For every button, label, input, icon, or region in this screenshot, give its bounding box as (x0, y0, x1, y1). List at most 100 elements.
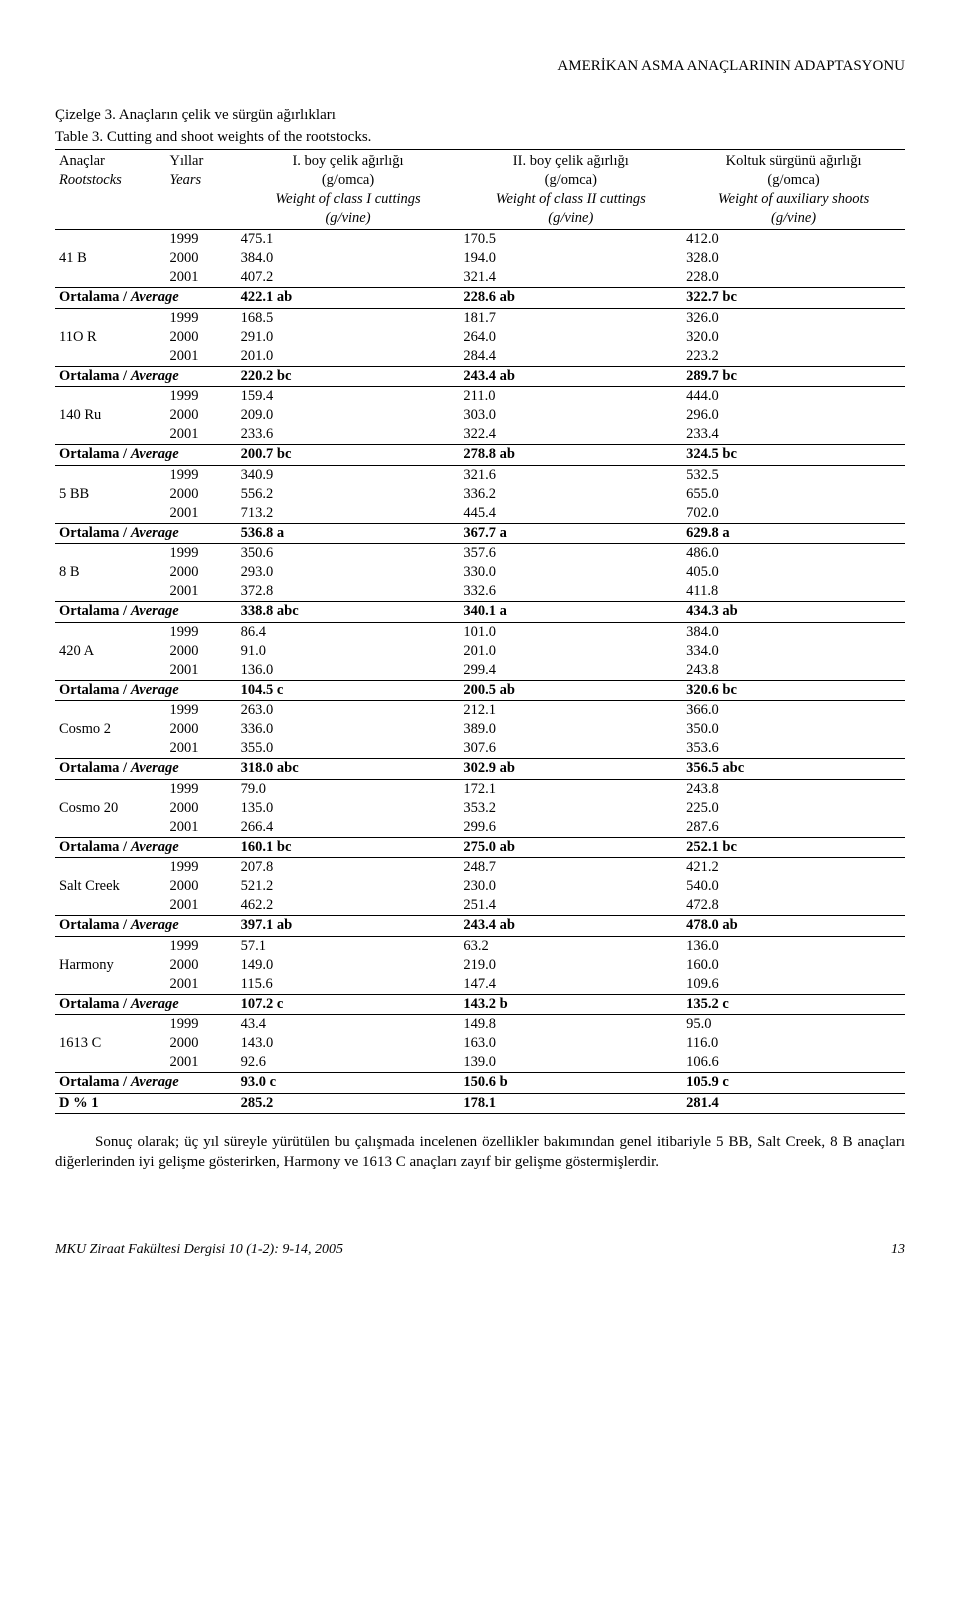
rootstock-cell: 41 B (55, 249, 166, 268)
year-cell: 2001 (166, 582, 237, 602)
average-label: Ortalama / Average (55, 680, 237, 700)
average-row: Ortalama / Average220.2 bc243.4 ab289.7 … (55, 366, 905, 386)
table-row: 2001201.0284.4223.2 (55, 347, 905, 367)
table-row: 5 BB2000556.2336.2655.0 (55, 485, 905, 504)
rootstock-cell: 420 A (55, 642, 166, 661)
year-cell: 1999 (166, 858, 237, 878)
value-cell: 353.6 (682, 739, 905, 759)
table-row: 1999263.0212.1366.0 (55, 701, 905, 721)
table-row: 199957.163.2136.0 (55, 936, 905, 956)
value-cell: 136.0 (682, 936, 905, 956)
value-cell: 95.0 (682, 1015, 905, 1035)
year-cell: 2001 (166, 818, 237, 838)
average-value: 320.6 bc (682, 680, 905, 700)
rootstock-cell: 11O R (55, 328, 166, 347)
rootstock-cell: 5 BB (55, 485, 166, 504)
value-cell: 655.0 (682, 485, 905, 504)
hdr-c2d: (g/vine) (548, 210, 593, 226)
value-cell: 357.6 (459, 544, 682, 564)
rootstock-cell (55, 622, 166, 642)
table-row: 199986.4101.0384.0 (55, 622, 905, 642)
average-label: Ortalama / Average (55, 602, 237, 622)
year-cell: 2000 (166, 956, 237, 975)
value-cell: 407.2 (237, 268, 460, 288)
value-cell: 149.8 (459, 1015, 682, 1035)
value-cell: 92.6 (237, 1053, 460, 1073)
year-cell: 2000 (166, 485, 237, 504)
value-cell: 411.8 (682, 582, 905, 602)
average-row: Ortalama / Average200.7 bc278.8 ab324.5 … (55, 445, 905, 465)
average-label: Ortalama / Average (55, 916, 237, 936)
value-cell: 233.6 (237, 425, 460, 445)
rootstock-cell: 1613 C (55, 1034, 166, 1053)
value-cell: 321.4 (459, 268, 682, 288)
average-row: Ortalama / Average104.5 c200.5 ab320.6 b… (55, 680, 905, 700)
value-cell: 248.7 (459, 858, 682, 878)
caption-en: Table 3. Cutting and shoot weights of th… (55, 127, 905, 149)
value-cell: 713.2 (237, 504, 460, 524)
table-row: 199979.0172.1243.8 (55, 779, 905, 799)
value-cell: 181.7 (459, 308, 682, 328)
hdr-c3a: Koltuk sürgünü ağırlığı (726, 153, 862, 169)
average-label: Ortalama / Average (55, 523, 237, 543)
value-cell: 170.5 (459, 230, 682, 250)
rootstock-cell: Harmony (55, 956, 166, 975)
rootstock-cell (55, 818, 166, 838)
hdr-c3d: (g/vine) (771, 210, 816, 226)
value-cell: 212.1 (459, 701, 682, 721)
table-row: Harmony2000149.0219.0160.0 (55, 956, 905, 975)
year-cell: 1999 (166, 1015, 237, 1035)
rootstock-cell (55, 230, 166, 250)
value-cell: 43.4 (237, 1015, 460, 1035)
value-cell: 421.2 (682, 858, 905, 878)
value-cell: 135.0 (237, 799, 460, 818)
year-cell: 2001 (166, 975, 237, 995)
table-row: 2001233.6322.4233.4 (55, 425, 905, 445)
value-cell: 233.4 (682, 425, 905, 445)
table-row: 2001115.6147.4109.6 (55, 975, 905, 995)
hdr-c1c: Weight of class I cuttings (275, 191, 420, 207)
value-cell: 521.2 (237, 877, 460, 896)
table-row: 2001266.4299.6287.6 (55, 818, 905, 838)
value-cell: 201.0 (459, 642, 682, 661)
value-cell: 412.0 (682, 230, 905, 250)
value-cell: 143.0 (237, 1034, 460, 1053)
hdr-year: Yıllar (170, 153, 204, 169)
d-value: 285.2 (237, 1093, 460, 1113)
table-row: 11O R2000291.0264.0320.0 (55, 328, 905, 347)
value-cell: 287.6 (682, 818, 905, 838)
value-cell: 556.2 (237, 485, 460, 504)
year-cell: 2000 (166, 563, 237, 582)
table-row: 1999475.1170.5412.0 (55, 230, 905, 250)
table-header-row: Anaçlar Rootstocks Yıllar Years I. boy ç… (55, 152, 905, 230)
hdr-c3b: (g/omca) (767, 172, 819, 188)
average-label: Ortalama / Average (55, 366, 237, 386)
average-row: Ortalama / Average160.1 bc275.0 ab252.1 … (55, 837, 905, 857)
value-cell: 109.6 (682, 975, 905, 995)
rootstock-cell (55, 465, 166, 485)
value-cell: 223.2 (682, 347, 905, 367)
rootstock-cell (55, 504, 166, 524)
rootstock-cell (55, 975, 166, 995)
year-cell: 2000 (166, 328, 237, 347)
year-cell: 1999 (166, 622, 237, 642)
hdr-c1b: (g/omca) (322, 172, 374, 188)
value-cell: 384.0 (237, 249, 460, 268)
hdr-root-it: Rootstocks (59, 172, 122, 188)
value-cell: 702.0 (682, 504, 905, 524)
value-cell: 228.0 (682, 268, 905, 288)
year-cell: 2001 (166, 1053, 237, 1073)
value-cell: 91.0 (237, 642, 460, 661)
average-value: 135.2 c (682, 994, 905, 1014)
table-row: Cosmo 202000135.0353.2225.0 (55, 799, 905, 818)
average-value: 397.1 ab (237, 916, 460, 936)
average-value: 278.8 ab (459, 445, 682, 465)
year-cell: 2000 (166, 249, 237, 268)
table-row: 1613 C2000143.0163.0116.0 (55, 1034, 905, 1053)
average-row: Ortalama / Average318.0 abc302.9 ab356.5… (55, 759, 905, 779)
year-cell: 2001 (166, 347, 237, 367)
d-value: 281.4 (682, 1093, 905, 1113)
value-cell: 219.0 (459, 956, 682, 975)
rootstock-cell (55, 347, 166, 367)
average-label: Ortalama / Average (55, 445, 237, 465)
